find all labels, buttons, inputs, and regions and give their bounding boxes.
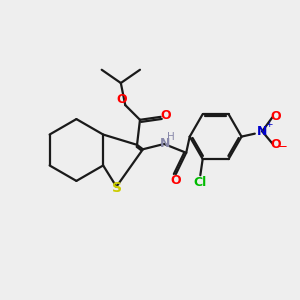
Text: +: + [265, 120, 272, 129]
Text: −: − [278, 140, 288, 152]
Text: O: O [170, 174, 181, 187]
Text: N: N [160, 137, 170, 150]
Text: O: O [160, 110, 171, 122]
Text: Cl: Cl [193, 176, 206, 188]
Text: O: O [271, 110, 281, 123]
Text: S: S [112, 181, 122, 195]
Text: O: O [271, 138, 281, 151]
Text: O: O [116, 93, 127, 106]
Text: H: H [167, 133, 175, 142]
Text: N: N [257, 125, 267, 138]
